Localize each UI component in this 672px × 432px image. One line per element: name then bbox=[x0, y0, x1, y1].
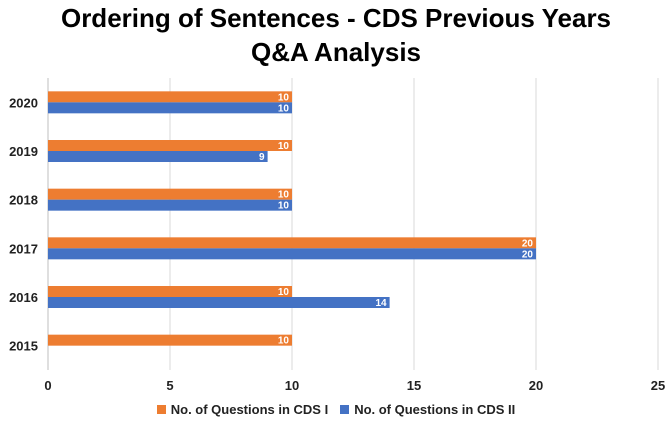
data-label: 10 bbox=[278, 141, 290, 152]
legend-item-cds-2: No. of Questions in CDS II bbox=[340, 402, 515, 417]
x-tick-label: 20 bbox=[529, 378, 543, 393]
bar-cds-1 bbox=[48, 140, 292, 151]
bar-cds-2 bbox=[48, 102, 292, 114]
data-label: 10 bbox=[278, 287, 290, 298]
y-tick-label: 2015 bbox=[9, 339, 38, 354]
data-label: 10 bbox=[278, 190, 290, 201]
chart-title-line-2: Q&A Analysis bbox=[250, 37, 421, 67]
x-tick-label: 5 bbox=[166, 378, 173, 393]
data-label: 10 bbox=[278, 92, 290, 103]
legend-label-cds-1: No. of Questions in CDS I bbox=[170, 402, 329, 417]
y-tick-label: 2016 bbox=[9, 290, 38, 305]
legend-label-cds-2: No. of Questions in CDS II bbox=[354, 402, 516, 417]
data-label: 14 bbox=[375, 298, 387, 309]
bar-cds-2 bbox=[48, 151, 268, 162]
bar-cds-1 bbox=[48, 188, 292, 200]
data-label: 10 bbox=[278, 336, 290, 347]
y-tick-label: 2017 bbox=[9, 241, 38, 256]
x-tick-label: 0 bbox=[44, 378, 51, 393]
data-label: 20 bbox=[522, 249, 534, 260]
bar-cds-2 bbox=[48, 199, 292, 211]
x-tick-label: 15 bbox=[407, 378, 421, 393]
bar-cds-1 bbox=[48, 91, 292, 103]
data-label: 10 bbox=[278, 201, 290, 212]
legend-swatch-cds-1 bbox=[156, 405, 166, 414]
legend-swatch-cds-2 bbox=[340, 405, 350, 414]
bar-cds-2 bbox=[48, 248, 536, 260]
chart-title-line-1: Ordering of Sentences - CDS Previous Yea… bbox=[60, 3, 612, 33]
bar-cds-1 bbox=[48, 334, 292, 346]
data-label: 10 bbox=[278, 103, 290, 114]
y-tick-label: 2019 bbox=[9, 144, 38, 159]
x-tick-label: 25 bbox=[651, 378, 665, 393]
bar-cds-1 bbox=[48, 286, 292, 297]
bar-cds-2 bbox=[48, 297, 390, 308]
legend-item-cds-1: No. of Questions in CDS I bbox=[156, 402, 329, 417]
y-tick-label: 2020 bbox=[9, 95, 38, 110]
y-tick-label: 2018 bbox=[9, 193, 38, 208]
data-label: 9 bbox=[259, 152, 265, 163]
x-tick-label: 10 bbox=[285, 378, 299, 393]
legend: No. of Questions in CDS I No. of Questio… bbox=[0, 402, 672, 417]
bar-cds-1 bbox=[48, 237, 536, 249]
data-label: 20 bbox=[522, 238, 534, 249]
